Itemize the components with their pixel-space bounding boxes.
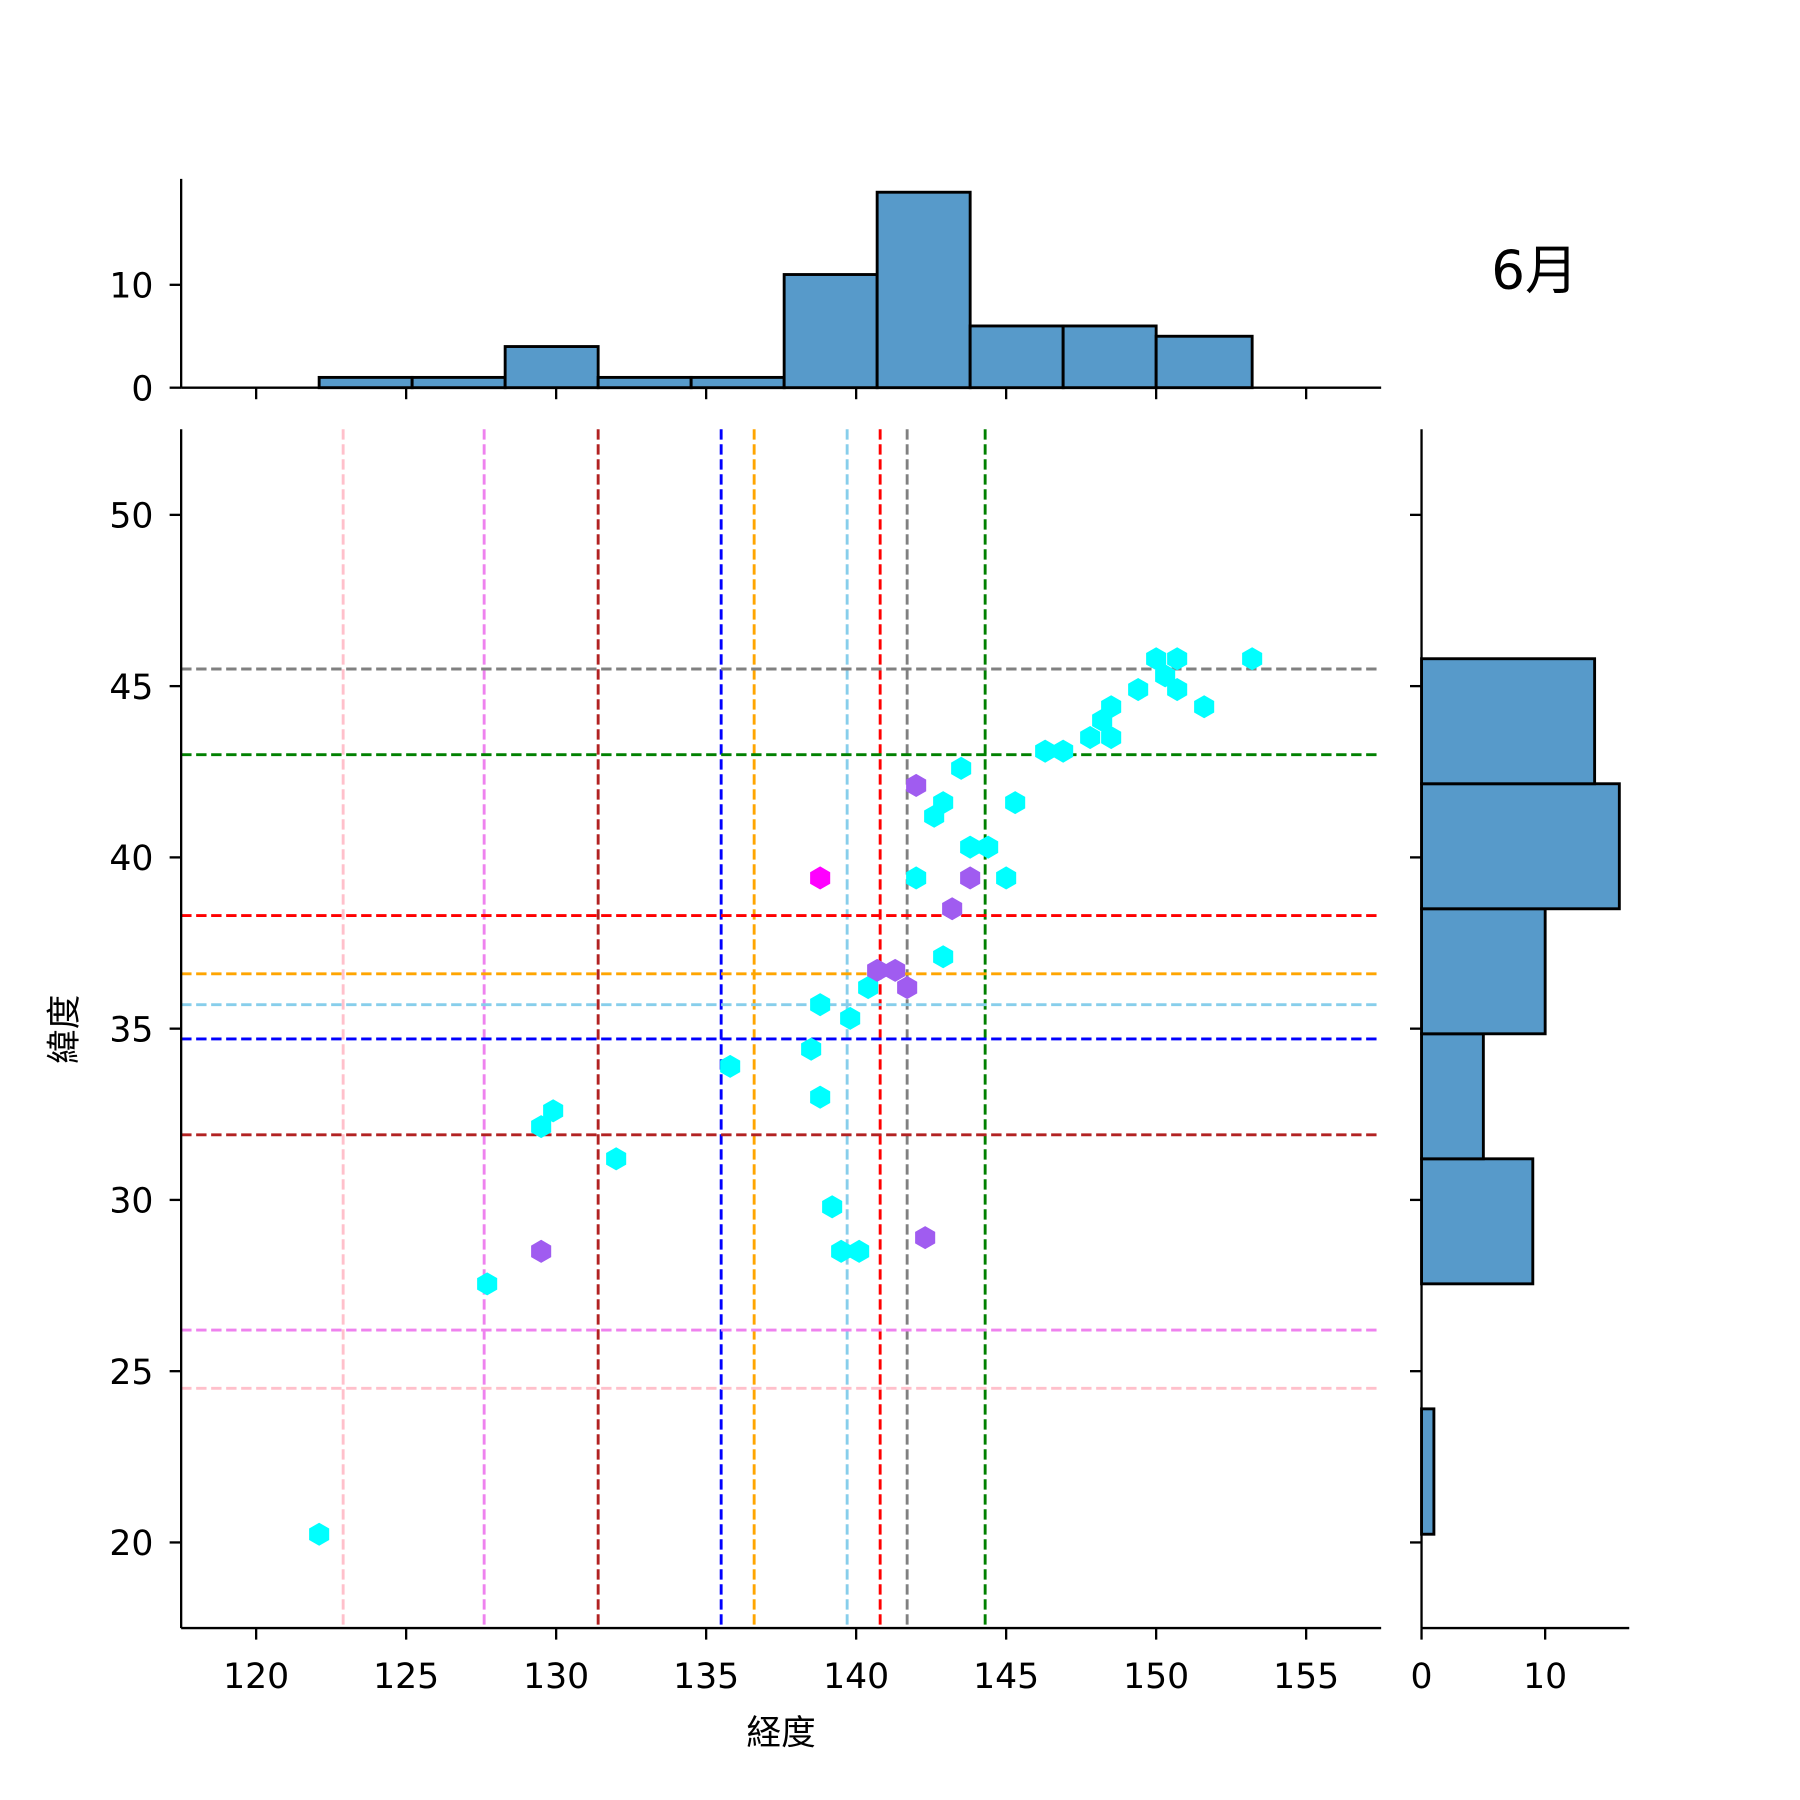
hexbin-point-cyan xyxy=(477,1272,498,1296)
y-tick-label: 50 xyxy=(109,497,153,537)
y-histogram-bar xyxy=(1420,1407,1436,1536)
x-histogram-bar xyxy=(410,375,507,390)
hexbin-point-cyan xyxy=(1194,695,1215,719)
x-tick-label: 130 xyxy=(523,1657,589,1697)
hexbin-point-cyan xyxy=(1101,695,1122,719)
x-histogram-bar xyxy=(689,375,786,390)
hexbin-point-purple xyxy=(885,958,906,982)
hexbin-point-cyan xyxy=(822,1195,843,1219)
hexbin-point-magenta xyxy=(810,866,831,890)
right-hist-x-tick-label: 10 xyxy=(1523,1657,1567,1697)
y-histogram-bar xyxy=(1420,782,1621,911)
hexbin-point-cyan xyxy=(951,756,972,780)
y-histogram-bar xyxy=(1420,657,1597,786)
right-hist-x-tick-label: 0 xyxy=(1411,1657,1433,1697)
top-hist-y-tick-label: 0 xyxy=(131,369,153,409)
y-tick-label: 45 xyxy=(109,668,153,708)
hexbin-point-cyan xyxy=(1167,678,1188,702)
hexbin-point-cyan xyxy=(849,1239,870,1263)
hexbin-point-purple xyxy=(906,773,927,797)
y-histogram-bar xyxy=(1420,1157,1535,1286)
hexbin-point-cyan xyxy=(960,835,981,859)
chart-title: 6月 xyxy=(1491,239,1578,301)
x-tick-label: 140 xyxy=(823,1657,889,1697)
hexbin-point-cyan xyxy=(933,945,954,969)
hexbin-point-purple xyxy=(531,1239,552,1263)
y-tick-label: 30 xyxy=(109,1182,153,1222)
hexbin-point-cyan xyxy=(720,1054,741,1078)
hexbin-point-cyan xyxy=(831,1239,852,1263)
x-tick-label: 125 xyxy=(373,1657,439,1697)
y-tick-label: 25 xyxy=(109,1353,153,1393)
hexbin-point-cyan xyxy=(1005,791,1026,815)
hexbin-point-purple xyxy=(915,1226,936,1250)
hexbin-point-cyan xyxy=(1155,664,1176,688)
hexbin-point-cyan xyxy=(1242,647,1263,671)
hexbin-point-cyan xyxy=(309,1522,330,1546)
hexbin-point-cyan xyxy=(978,835,999,859)
hexbin-point-cyan xyxy=(801,1037,822,1061)
hexbin-point-cyan xyxy=(1128,678,1149,702)
hexbin-point-purple xyxy=(897,976,918,1000)
x-tick-label: 135 xyxy=(673,1657,739,1697)
hexbin-point-cyan xyxy=(810,1085,831,1109)
y-tick-label: 40 xyxy=(109,839,153,879)
hexbin-point-cyan xyxy=(1101,726,1122,750)
x-axis-label: 経度 xyxy=(747,1714,816,1754)
y-histogram-bar xyxy=(1420,907,1547,1036)
hexbin-point-cyan xyxy=(1053,739,1074,763)
x-histogram-bar xyxy=(596,375,693,390)
hexbin-point-cyan xyxy=(906,866,927,890)
x-histogram-bar xyxy=(968,324,1065,390)
y-tick-label: 35 xyxy=(109,1010,153,1050)
hexbin-point-cyan xyxy=(996,866,1017,890)
y-histogram-bar xyxy=(1420,1032,1485,1161)
hexbin-point-cyan xyxy=(543,1099,564,1123)
hexbin-point-cyan xyxy=(1146,647,1167,671)
hexbin-point-purple xyxy=(960,866,981,890)
hexbin-point-cyan xyxy=(1035,739,1056,763)
hexbin-point-cyan xyxy=(1167,647,1188,671)
x-tick-label: 145 xyxy=(973,1657,1039,1697)
x-tick-label: 120 xyxy=(223,1657,289,1697)
x-histogram-bar xyxy=(1154,334,1254,390)
hexbin-point-purple xyxy=(867,958,888,982)
hexbin-point-cyan xyxy=(810,993,831,1017)
hexbin-point-cyan xyxy=(840,1006,861,1030)
x-histogram-bar xyxy=(1061,324,1158,390)
x-histogram-bar xyxy=(503,345,600,390)
hexbin-point-purple xyxy=(942,897,963,921)
y-tick-label: 20 xyxy=(109,1524,153,1564)
hexbin-point-cyan xyxy=(933,791,954,815)
x-histogram-bar xyxy=(317,375,414,390)
hexbin-point-cyan xyxy=(1080,726,1101,750)
y-axis-label: 緯度 xyxy=(45,995,85,1064)
hexbin-point-cyan xyxy=(606,1147,627,1171)
hexbin-point-cyan xyxy=(858,976,879,1000)
x-histogram-bar xyxy=(782,273,879,390)
x-histogram-bar xyxy=(875,190,972,390)
hexbin-point-cyan xyxy=(531,1115,552,1139)
top-hist-y-tick-label: 10 xyxy=(109,267,153,307)
x-tick-label: 150 xyxy=(1123,1657,1189,1697)
x-tick-label: 155 xyxy=(1273,1657,1339,1697)
